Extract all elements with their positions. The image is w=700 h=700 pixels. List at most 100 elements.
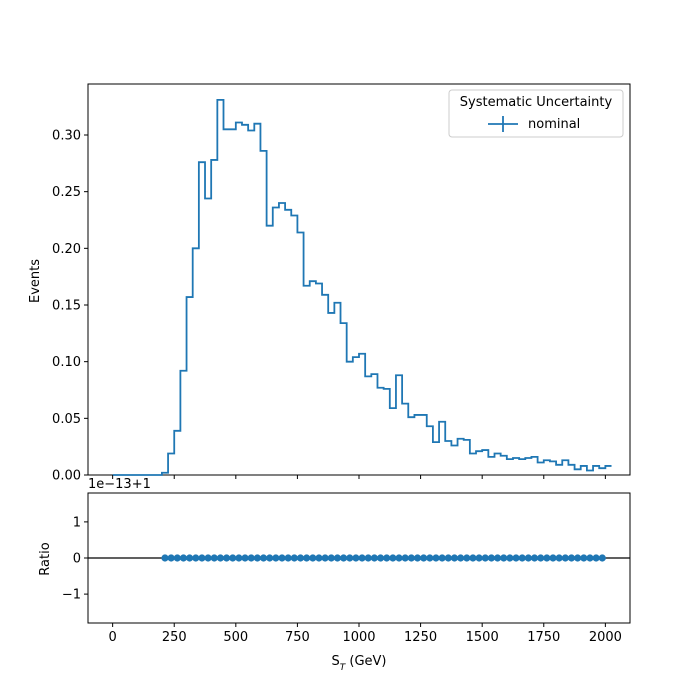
- ratio-point: [278, 554, 286, 562]
- ratio-point: [567, 554, 576, 562]
- legend-title: Systematic Uncertainty: [460, 95, 613, 110]
- ratio-y-ticks: −1 0 1: [62, 515, 88, 603]
- ratio-point: [555, 554, 563, 562]
- ratio-y-axis-label: Ratio: [38, 542, 53, 575]
- ratio-point: [420, 554, 428, 562]
- ratio-point: [333, 554, 342, 562]
- ratio-x-tick-label: 500: [223, 630, 248, 645]
- ratio-point: [469, 554, 477, 562]
- ratio-point: [346, 554, 354, 562]
- main-plot-frame: [87, 83, 631, 476]
- ratio-x-tick-label: 250: [162, 630, 187, 645]
- ratio-point: [524, 554, 532, 562]
- ratio-point: [216, 554, 225, 562]
- ratio-point: [407, 554, 415, 562]
- legend: Systematic Uncertainty nominal: [448, 89, 624, 138]
- ratio-point: [309, 554, 317, 562]
- legend-marker-nominal: [488, 116, 518, 132]
- ratio-point: [327, 554, 335, 562]
- ratio-point: [549, 554, 557, 562]
- ratio-point: [161, 554, 169, 562]
- ratio-point: [186, 554, 194, 562]
- ratio-point: [444, 554, 452, 562]
- ratio-x-tick-label: 1000: [342, 630, 375, 645]
- ratio-y-tick-label: 0: [73, 552, 81, 567]
- ratio-point: [395, 554, 403, 562]
- histogram-step-line: [112, 98, 612, 476]
- ratio-panel: 0 250 500 750 1000 1250 1500 1750 2000 −1 0 1 1e−1…: [38, 477, 631, 673]
- main-y-tick-label: 0.15: [52, 299, 81, 314]
- ratio-point: [463, 554, 471, 562]
- ratio-point: [383, 554, 391, 562]
- ratio-x-tick-label: 1500: [466, 630, 499, 645]
- ratio-point: [580, 554, 588, 562]
- ratio-x-tick-label: 750: [285, 630, 310, 645]
- ratio-point: [352, 554, 360, 562]
- main-y-tick-label: 0.20: [52, 242, 81, 257]
- ratio-point: [241, 554, 249, 562]
- ratio-point: [561, 554, 569, 562]
- ratio-offset-label: 1e−13+1: [88, 477, 151, 492]
- ratio-point: [321, 554, 329, 562]
- ratio-point: [592, 554, 600, 562]
- ratio-point: [493, 554, 502, 562]
- ratio-point: [438, 554, 446, 562]
- ratio-point: [210, 554, 218, 562]
- legend-box: [448, 89, 624, 138]
- ratio-points: [161, 554, 606, 562]
- ratio-point: [204, 554, 212, 562]
- ratio-point: [358, 554, 366, 562]
- ratio-point: [198, 554, 206, 562]
- ratio-point: [401, 554, 409, 562]
- ratio-point: [253, 554, 261, 562]
- ratio-point: [179, 554, 188, 562]
- main-y-tick-label: 0.00: [52, 469, 81, 484]
- ratio-point: [266, 554, 274, 562]
- ratio-point: [235, 554, 243, 562]
- ratio-point: [518, 554, 526, 562]
- ratio-point: [481, 554, 489, 562]
- ratio-point: [303, 554, 311, 562]
- main-panel: 0.00 0.05 0.10 0.15 0.20 0.25 0.30 Events Syst…: [28, 83, 631, 484]
- ratio-point: [222, 554, 231, 562]
- ratio-point: [530, 554, 539, 562]
- legend-entry-nominal: nominal: [528, 117, 580, 132]
- ratio-point: [247, 554, 255, 562]
- ratio-y-tick-label: −1: [62, 588, 81, 603]
- ratio-x-tick-label: 1750: [527, 630, 560, 645]
- ratio-point: [543, 554, 551, 562]
- ratio-point: [457, 554, 465, 562]
- ratio-point: [426, 554, 434, 562]
- ratio-point: [432, 554, 440, 562]
- x-axis-label: ST (GeV): [331, 654, 386, 673]
- ratio-point: [389, 554, 397, 562]
- ratio-x-tick-label: 1250: [404, 630, 437, 645]
- main-y-tick-label: 0.10: [52, 355, 81, 370]
- ratio-point: [500, 554, 508, 562]
- ratio-point: [290, 554, 298, 562]
- ratio-x-tick-label: 0: [108, 630, 116, 645]
- ratio-point: [376, 554, 385, 562]
- ratio-point: [512, 554, 520, 562]
- ratio-x-ticks: 0 250 500 750 1000 1250 1500 1750 2000: [108, 623, 622, 645]
- ratio-point: [370, 554, 378, 562]
- ratio-point: [315, 554, 323, 562]
- ratio-point: [506, 554, 514, 562]
- ratio-point: [364, 554, 372, 562]
- ratio-point: [272, 554, 280, 562]
- main-y-axis-label: Events: [28, 259, 43, 303]
- ratio-point: [586, 554, 594, 562]
- ratio-point: [229, 554, 237, 562]
- main-x-ticks: [112, 475, 606, 479]
- ratio-x-tick-label: 2000: [589, 630, 622, 645]
- main-y-ticks: 0.00 0.05 0.10 0.15 0.20 0.25 0.30: [52, 129, 88, 484]
- ratio-point: [598, 554, 606, 562]
- ratio-point: [296, 554, 305, 562]
- ratio-point: [340, 554, 348, 562]
- ratio-point: [537, 554, 545, 562]
- ratio-point: [173, 554, 181, 562]
- ratio-y-tick-label: 1: [73, 515, 81, 530]
- ratio-point: [259, 554, 268, 562]
- ratio-point: [450, 554, 459, 562]
